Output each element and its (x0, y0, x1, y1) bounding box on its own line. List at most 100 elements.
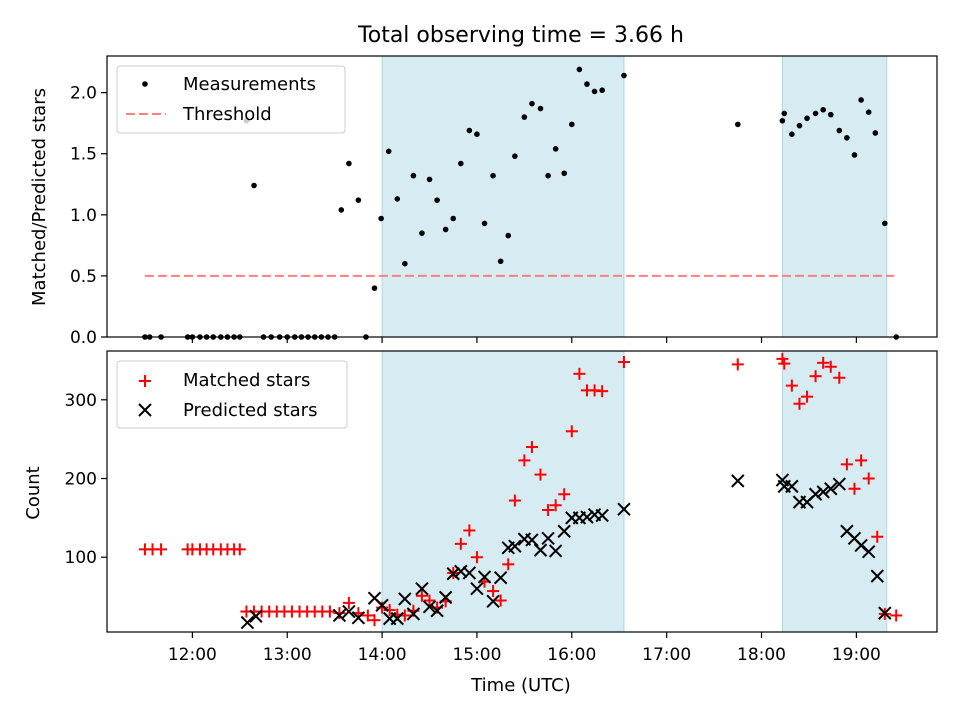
matched-point (840, 458, 853, 471)
matched-point (323, 605, 336, 618)
predicted-point (446, 567, 460, 581)
measurement-point (584, 81, 590, 87)
measurement-point (865, 109, 872, 115)
matched-point (855, 454, 868, 467)
matched-point (494, 594, 507, 607)
predicted-point (406, 607, 421, 621)
shaded-interval (381, 55, 625, 338)
measurement-point (481, 220, 488, 227)
measurement-point (251, 182, 257, 189)
matched-point (862, 472, 875, 485)
measurement-point (529, 100, 535, 107)
x-tick-label: 19:00 (832, 645, 881, 665)
y-tick-label: 100 (65, 548, 97, 568)
measurement-point (497, 258, 504, 265)
measurement-point (394, 196, 401, 202)
matched-point (525, 441, 538, 454)
predicted-point (486, 594, 500, 609)
predicted-point (731, 474, 745, 488)
predicted-point (398, 592, 412, 606)
matched-point (233, 543, 246, 556)
matched-point (342, 596, 355, 609)
matched-point (463, 524, 476, 537)
measurement-point (371, 285, 378, 291)
predicted-point (861, 545, 876, 559)
measurement-point (552, 146, 559, 152)
predicted-point (595, 508, 609, 523)
matched-point (549, 499, 562, 512)
bottom-legend: Matched stars Predicted stars (116, 360, 348, 429)
measurement-point (545, 172, 551, 179)
measurement-point (426, 176, 433, 183)
predicted-point (785, 479, 799, 494)
measurement-point (458, 160, 464, 167)
y-tick-label: 0.0 (70, 328, 97, 348)
figure-title: Total observing time = 3.66 h (357, 23, 684, 48)
measurement-point (505, 232, 512, 239)
measurement-point (537, 105, 544, 112)
x-tick-label: 13:00 (263, 645, 312, 665)
matched-point (534, 468, 547, 481)
measurement-point (576, 66, 583, 73)
predicted-point (832, 477, 847, 491)
predicted-point (878, 606, 892, 620)
legend-matched-marker (139, 375, 151, 387)
measurement-point (434, 197, 440, 203)
x-tick-label: 12:00 (168, 645, 217, 665)
legend-predicted-label: Predicted stars (183, 400, 317, 421)
bottom-panel: 100 200 300 12:00 13:00 14:00 15:00 16:00 17:00 1… (23, 350, 938, 696)
measurement-point (410, 172, 417, 179)
measurement-point (779, 117, 786, 124)
measurement-point (338, 207, 345, 213)
y-tick-label: 200 (65, 470, 97, 490)
axes-frame (106, 55, 938, 338)
measurement-point (402, 260, 408, 267)
matched-point (801, 390, 814, 403)
top-y-axis-label: Matched/Predicted stars (29, 88, 50, 306)
predicted-point (342, 604, 356, 619)
matched-point (793, 397, 806, 410)
predicted-point (548, 544, 563, 558)
predicted-point (375, 598, 389, 612)
matched-point (454, 537, 467, 550)
predicted-point (415, 582, 429, 596)
legend-measurements-label: Measurements (183, 74, 316, 95)
top-shaded-intervals (381, 55, 888, 338)
matched-point (848, 482, 861, 495)
measurement-point (450, 215, 457, 222)
axes-frame (106, 350, 938, 633)
measurement-point (512, 153, 518, 159)
measurement-point (844, 135, 850, 141)
predicted-point (351, 611, 366, 625)
matched-point (617, 356, 630, 369)
matched-point (785, 379, 798, 392)
y-tick-label: 300 (65, 391, 97, 411)
predicted-point (430, 604, 444, 618)
predicted-point (824, 482, 838, 496)
predicted-point (240, 615, 255, 630)
matched-point (596, 385, 609, 398)
measurement-point (346, 160, 352, 167)
matched-point (508, 494, 521, 507)
legend-predicted-marker (138, 403, 152, 417)
predicted-point (533, 543, 548, 557)
measurement-point (781, 110, 788, 117)
measurement-point (858, 97, 864, 103)
measurement-point (820, 106, 826, 113)
bottom-axes: 100 200 300 12:00 13:00 14:00 15:00 16:00 17:00 1… (65, 350, 938, 665)
predicted-point (422, 600, 437, 614)
matched-point (155, 543, 168, 556)
legend-matched-label: Matched stars (183, 370, 310, 391)
predicted-point (541, 531, 555, 546)
matched-point (573, 367, 586, 380)
predicted-point (508, 539, 522, 553)
measurement-point (355, 197, 362, 203)
top-axes: 0.0 0.5 1.0 1.5 2.0 (70, 55, 938, 348)
matched-point (502, 558, 515, 571)
y-tick-label: 1.0 (70, 206, 97, 226)
measurement-point (569, 121, 575, 128)
measurement-point (378, 215, 384, 222)
matched-point (470, 551, 483, 564)
measurement-point (836, 127, 843, 134)
matched-point (817, 356, 830, 369)
